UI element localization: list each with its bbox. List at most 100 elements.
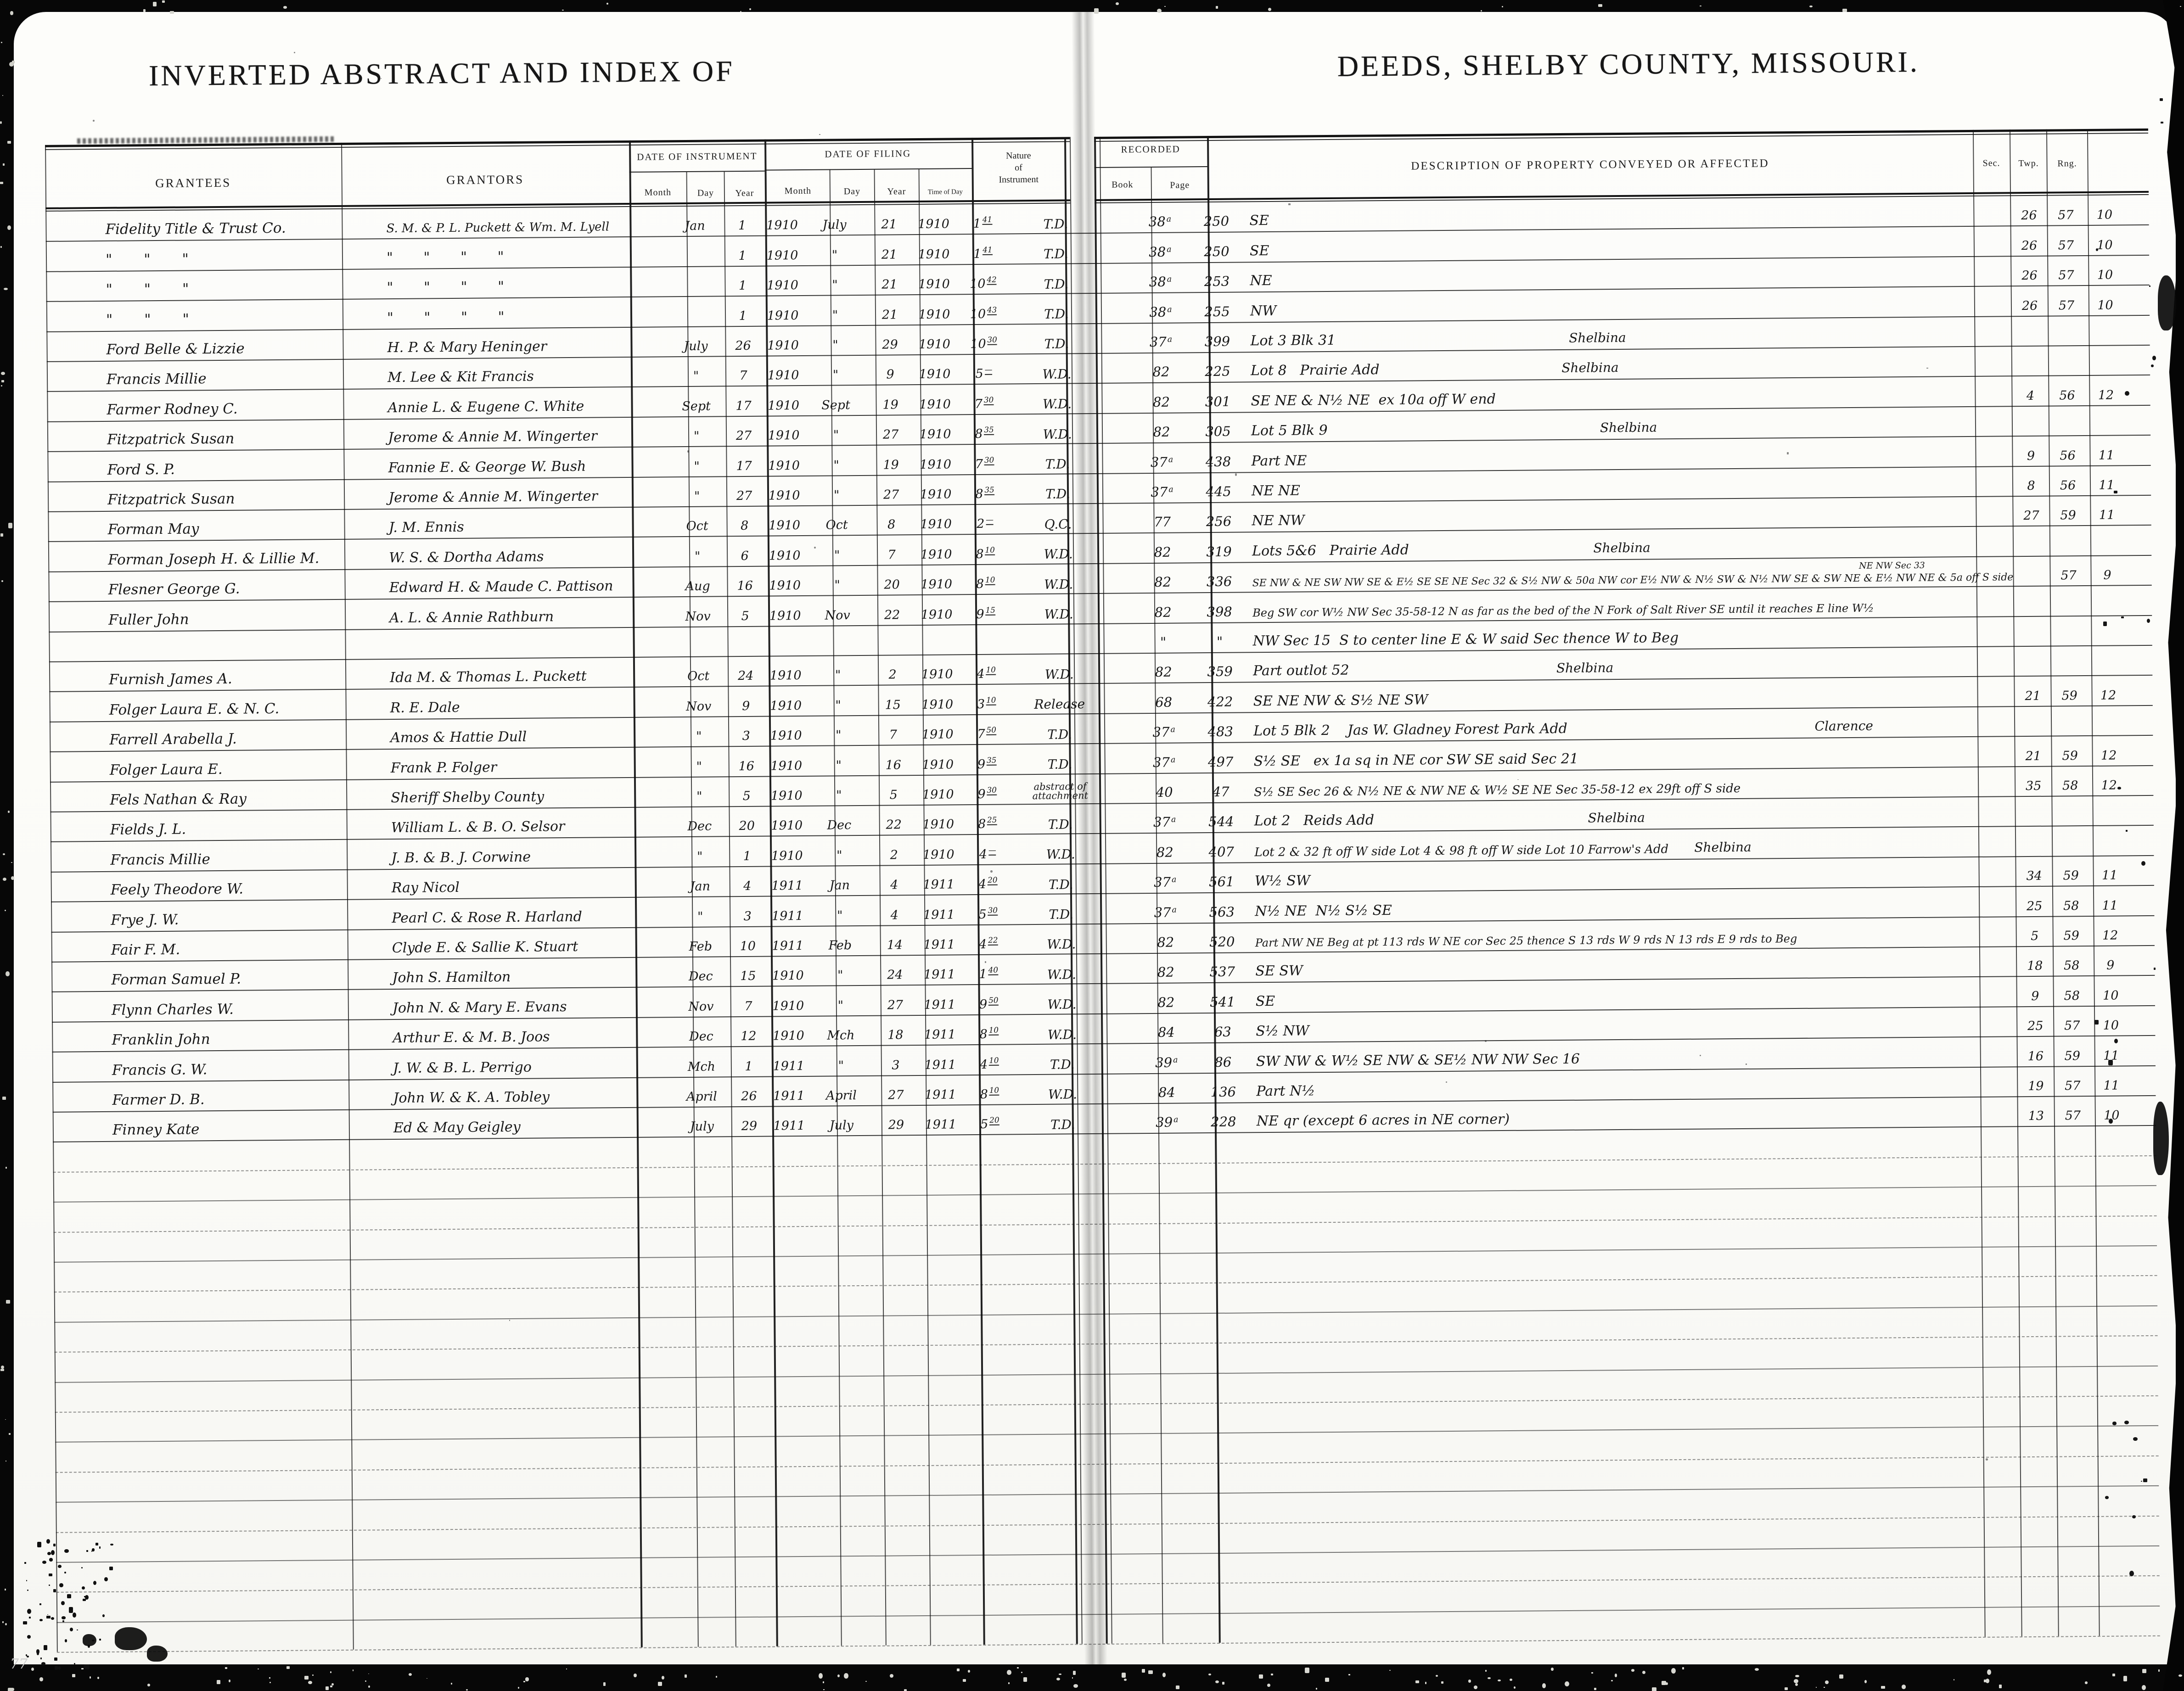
sec-cell: 26 xyxy=(2021,238,2038,253)
scan-speck xyxy=(634,1673,637,1678)
scan-speck xyxy=(2147,619,2150,623)
inst-day-cell: 17 xyxy=(735,398,752,413)
inst-month-cell: Mch xyxy=(687,1059,716,1074)
grantee-cell: Forman Joseph H. & Lillie M. xyxy=(108,550,320,568)
scan-speck xyxy=(24,1562,27,1564)
scan-speck xyxy=(2124,1420,2129,1424)
scan-speck xyxy=(1123,1679,1127,1681)
scan-speck xyxy=(1662,1680,1666,1685)
inst-month-cell xyxy=(670,323,721,324)
file-month-cell: Jan xyxy=(829,878,850,893)
page-cell: 398 xyxy=(1207,604,1232,620)
scan-speck xyxy=(55,1666,58,1670)
grantor-cell: Pearl C. & Rose R. Harland xyxy=(392,908,582,926)
header-twp: Twp. xyxy=(2018,158,2039,169)
scan-speck xyxy=(1446,1081,1448,1083)
scan-speck xyxy=(1016,1667,1019,1669)
book-number: 77 xyxy=(1154,514,1171,530)
header-grantees: GRANTEES xyxy=(155,175,231,190)
rng-cell xyxy=(2088,372,2124,373)
book-suffix: a xyxy=(1170,725,1175,734)
time-minutes: 10 xyxy=(985,575,995,586)
place-annotation: Shelbina xyxy=(1600,420,1657,436)
file-year-cell: 1910 xyxy=(919,337,951,352)
scan-speck xyxy=(1864,1680,1867,1683)
scan-speck xyxy=(1564,1681,1569,1687)
scan-speck xyxy=(1598,4,1603,7)
file-day-cell: 29 xyxy=(882,337,898,352)
description-text: SE xyxy=(1255,993,1275,1010)
scan-speck xyxy=(86,1550,88,1552)
description-cell: NE NE xyxy=(1252,477,2010,499)
rng-cell: 11 xyxy=(2101,868,2118,883)
book-cell: 37 a xyxy=(1140,904,1191,920)
book-cell: 37 a xyxy=(1135,334,1186,350)
file-year-cell: 1911 xyxy=(924,1057,956,1072)
inst-month-cell: Dec xyxy=(687,819,712,834)
twp-cell: 59 xyxy=(2064,1048,2081,1064)
description-text: Lots 5&6 Prairie Add xyxy=(1252,542,1409,560)
inst-month-cell xyxy=(670,293,721,294)
page-cell: 544 xyxy=(1208,814,1234,830)
scan-speck xyxy=(2123,1676,2128,1681)
description-text: NW xyxy=(1250,302,1277,319)
scan-speck xyxy=(25,1654,27,1656)
inst-year-cell: 1910 xyxy=(767,338,799,353)
time-hour: 8 xyxy=(976,547,984,561)
file-day-cell: 27 xyxy=(882,427,899,442)
time-hour: 4 xyxy=(977,667,985,682)
file-month-cell: Mch xyxy=(827,1028,855,1043)
header-nature-line2: of xyxy=(1015,162,1022,173)
twp-cell: 57 xyxy=(2058,298,2075,313)
grantee-cell: Francis G. W. xyxy=(112,1061,208,1079)
grantor-cell: J. M. Ennis xyxy=(388,519,464,536)
file-year-cell: 1910 xyxy=(922,757,954,772)
grantee-cell: Furnish James A. xyxy=(109,671,232,689)
scan-speck xyxy=(2,877,7,881)
description-cell: Lot 5 Blk 9 Shelbina xyxy=(1251,417,2010,439)
file-year-cell: 1910 xyxy=(920,547,952,562)
sec-cell: 9 xyxy=(2027,448,2035,463)
time-cell: 10 42 xyxy=(959,274,1007,291)
description-text: S½ SE ex 1a sq in NE cor SW SE said Sec … xyxy=(1253,750,1579,769)
scan-speck xyxy=(1056,1678,1060,1681)
scan-speck xyxy=(1059,1673,1061,1675)
time-hour: 8 xyxy=(980,1087,988,1102)
scan-speck xyxy=(2154,967,2156,970)
book-cell: 82 xyxy=(1140,934,1191,950)
time-cell: 1 41 xyxy=(959,245,1007,261)
scan-speck xyxy=(8,523,13,529)
book-number: 37 xyxy=(1153,814,1171,830)
book-number: 39 xyxy=(1156,1114,1173,1131)
file-day-cell: 8 xyxy=(887,517,896,532)
grantee-cell: Fuller John xyxy=(108,611,189,628)
scan-speck xyxy=(81,1586,85,1590)
book-suffix: a xyxy=(1171,875,1177,885)
margin-note: NE NW Sec 33 xyxy=(1858,560,1925,571)
file-day-cell: 7 xyxy=(887,548,896,562)
page-cell: 301 xyxy=(1205,393,1231,409)
scan-speck xyxy=(109,1566,113,1571)
rng-cell: 12 xyxy=(2098,388,2114,403)
scan-speck xyxy=(0,1369,4,1372)
scan-speck xyxy=(1550,1668,1554,1671)
time-cell: 8 10 xyxy=(965,1025,1013,1042)
scan-speck xyxy=(1288,203,1291,206)
inst-day-cell: 1 xyxy=(738,248,747,263)
scan-speck xyxy=(7,225,11,230)
time-hour: 5 xyxy=(975,367,983,381)
file-year-cell: 1910 xyxy=(919,427,951,442)
page-cell: 483 xyxy=(1207,723,1233,740)
book-number: 40 xyxy=(1156,784,1173,800)
time-minutes: 50 xyxy=(986,725,996,736)
scan-speck xyxy=(43,1645,47,1650)
scan-speck xyxy=(1485,1670,1487,1672)
time-cell: 8 10 xyxy=(961,575,1010,592)
description-cell: Lot 8 Prairie Add Shelbina xyxy=(1251,357,2009,379)
grantor-cell: Amos & Hattie Dull xyxy=(390,728,527,746)
inst-year-cell: 1910 xyxy=(768,428,800,443)
inst-month-cell: April xyxy=(686,1089,718,1104)
grantor-cell xyxy=(390,654,665,656)
scan-speck xyxy=(102,1614,105,1617)
scan-speck xyxy=(1517,779,1519,780)
